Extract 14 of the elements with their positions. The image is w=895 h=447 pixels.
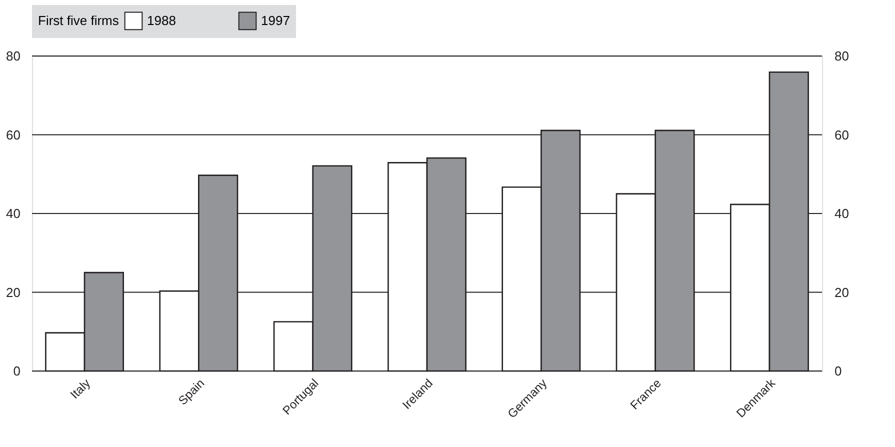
y2-tick-label: 60	[834, 127, 849, 142]
y-tick-label: 40	[6, 206, 20, 221]
legend-label: 1988	[147, 12, 176, 28]
legend-title: First five firms	[38, 13, 120, 28]
y2-tick-label: 20	[834, 284, 849, 300]
y2-tick-label: 0	[834, 364, 842, 378]
legend-label: 1997	[261, 12, 290, 28]
y-tick-label: 80	[6, 48, 20, 64]
y-tick-label: 20	[6, 284, 20, 300]
y-tick-label: 0	[13, 364, 20, 378]
x-tick-label: Italy	[68, 376, 93, 402]
y-tick-label: 60	[6, 127, 20, 142]
y2-tick-label: 80	[834, 48, 849, 64]
y2-tick-label: 40	[834, 206, 849, 221]
